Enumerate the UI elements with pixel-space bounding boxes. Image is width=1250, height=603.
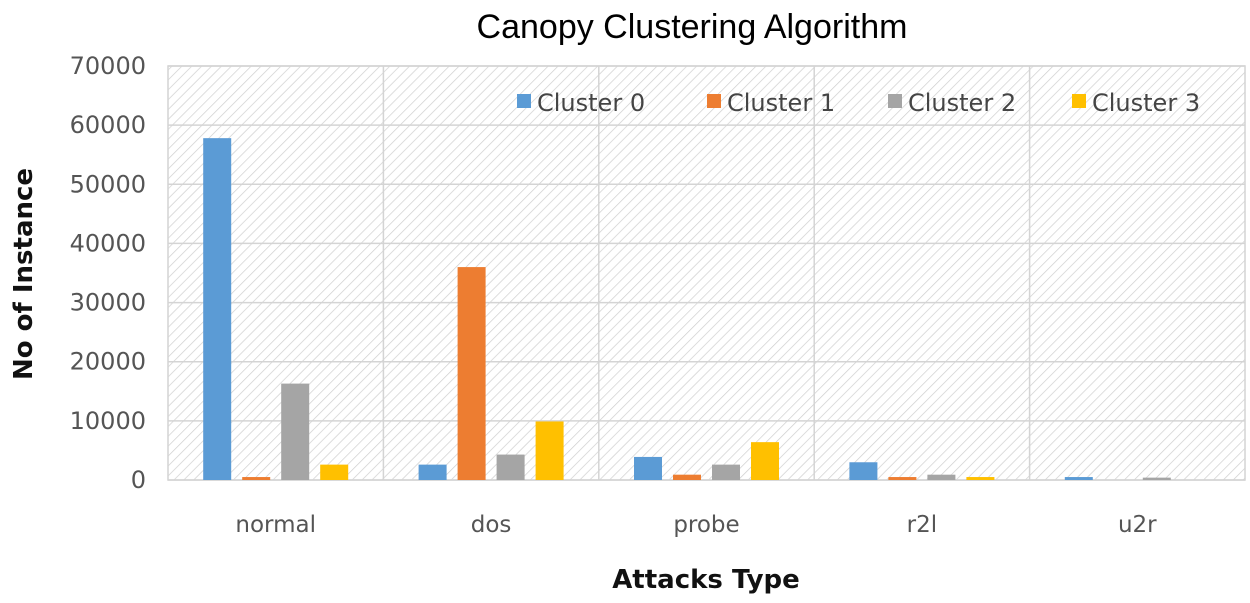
bar-cluster-0-u2r [1064, 477, 1093, 480]
y-tick-label: 30000 [70, 289, 146, 317]
bar-cluster-1-probe [673, 474, 701, 480]
legend: Cluster 0 Cluster 1 Cluster 2 Cluster 3 [517, 89, 1200, 117]
bar-cluster-0-dos [418, 464, 447, 480]
bar-cluster-0-probe [634, 456, 662, 480]
bar-cluster-0-r2l [849, 462, 878, 480]
legend-label: Cluster 0 [537, 89, 645, 117]
y-tick-label: 50000 [70, 170, 146, 198]
legend-swatch [888, 94, 902, 108]
bar-cluster-3-probe [751, 442, 779, 480]
plot-frame [167, 65, 1246, 481]
y-axis-ticks: 0 10000 20000 30000 40000 50000 60000 70000 [70, 52, 146, 494]
bar-cluster-2-probe [712, 464, 740, 480]
y-tick-label: 60000 [70, 111, 146, 139]
y-tick-label: 40000 [70, 229, 146, 257]
legend-swatch [707, 94, 721, 108]
x-axis-title: Attacks Type [612, 565, 800, 595]
bar-cluster-2-r2l [927, 474, 956, 480]
x-tick-label: probe [673, 512, 739, 538]
chart-title: Canopy Clustering Algorithm [477, 8, 908, 46]
x-tick-label: normal [235, 512, 316, 538]
x-tick-label: r2l [907, 512, 937, 538]
y-tick-label: 10000 [70, 407, 146, 435]
bars [203, 138, 1171, 480]
bar-cluster-2-u2r [1142, 477, 1171, 480]
y-tick-label: 20000 [70, 348, 146, 376]
y-axis-title: No of Instance [9, 168, 39, 380]
legend-swatch [1072, 94, 1086, 108]
grid-lines [168, 65, 1245, 481]
x-axis-ticks: normal dos probe r2l u2r [235, 512, 1157, 538]
bar-cluster-2-normal [281, 383, 310, 480]
bar-cluster-0-normal [203, 138, 232, 480]
legend-label: Cluster 2 [908, 89, 1016, 117]
bar-cluster-3-dos [535, 421, 564, 480]
x-tick-label: dos [471, 512, 512, 538]
bar-cluster-1-r2l [888, 477, 917, 480]
bar-cluster-3-normal [320, 464, 349, 480]
bar-cluster-3-r2l [966, 477, 995, 480]
y-tick-label: 70000 [70, 52, 146, 80]
x-tick-label: u2r [1118, 512, 1157, 538]
bar-cluster-1-normal [242, 477, 271, 480]
y-tick-label: 0 [131, 466, 146, 494]
bar-cluster-1-dos [457, 267, 486, 480]
bar-cluster-2-dos [496, 454, 525, 480]
legend-swatch [517, 94, 531, 108]
legend-label: Cluster 3 [1092, 89, 1200, 117]
legend-label: Cluster 1 [727, 89, 835, 117]
plot-area [168, 66, 1245, 480]
